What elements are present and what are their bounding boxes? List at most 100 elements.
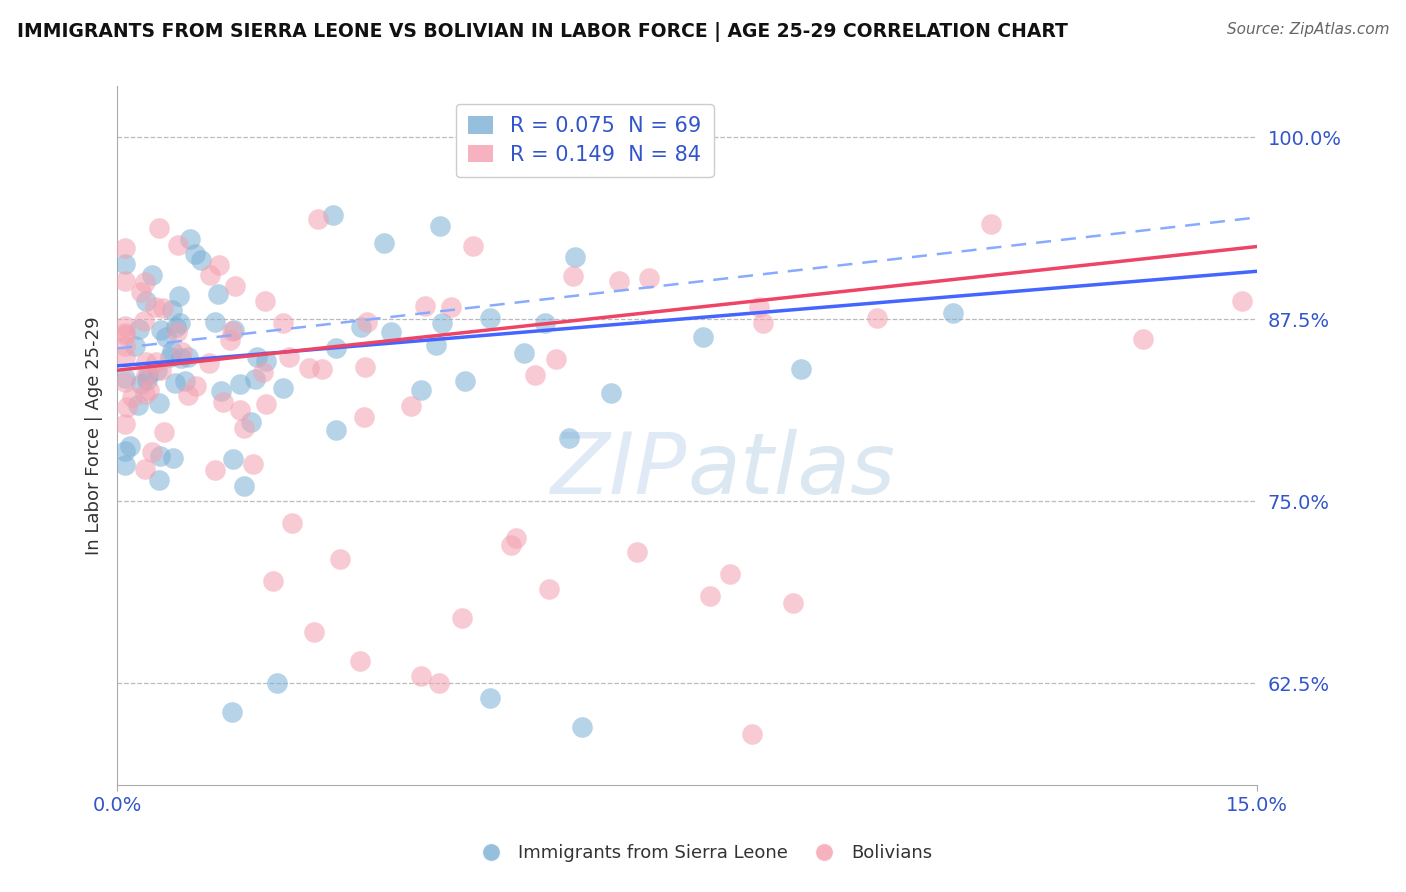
Point xyxy=(204,315,226,329)
Point xyxy=(229,402,252,417)
Point xyxy=(141,445,163,459)
Point xyxy=(325,341,347,355)
Point xyxy=(425,338,447,352)
Point xyxy=(562,268,585,283)
Text: ZIP: ZIP xyxy=(551,429,688,512)
Point xyxy=(117,400,139,414)
Point xyxy=(278,351,301,365)
Point xyxy=(159,350,181,364)
Point xyxy=(160,302,183,317)
Point xyxy=(167,288,190,302)
Y-axis label: In Labor Force | Age 25-29: In Labor Force | Age 25-29 xyxy=(86,317,103,555)
Point xyxy=(942,306,965,320)
Point xyxy=(114,241,136,255)
Point xyxy=(124,339,146,353)
Point xyxy=(427,676,450,690)
Point xyxy=(114,328,136,343)
Point xyxy=(537,582,560,596)
Point xyxy=(166,325,188,339)
Point xyxy=(120,439,142,453)
Point xyxy=(980,217,1002,231)
Point xyxy=(148,220,170,235)
Point xyxy=(281,516,304,530)
Point xyxy=(638,271,661,285)
Point xyxy=(782,596,804,610)
Point xyxy=(322,208,344,222)
Legend: Immigrants from Sierra Leone, Bolivians: Immigrants from Sierra Leone, Bolivians xyxy=(467,838,939,870)
Point xyxy=(505,531,527,545)
Point xyxy=(152,301,174,316)
Point xyxy=(150,363,173,377)
Point xyxy=(271,381,294,395)
Point xyxy=(224,278,246,293)
Point xyxy=(184,379,207,393)
Point xyxy=(353,410,375,425)
Point xyxy=(169,351,191,365)
Point xyxy=(209,384,232,398)
Point xyxy=(141,268,163,282)
Point xyxy=(134,275,156,289)
Point xyxy=(302,625,325,640)
Point xyxy=(232,421,254,435)
Point xyxy=(311,362,333,376)
Point xyxy=(143,300,166,314)
Point xyxy=(114,458,136,472)
Point xyxy=(229,376,252,391)
Text: atlas: atlas xyxy=(688,429,896,512)
Point xyxy=(114,326,136,340)
Point xyxy=(211,395,233,409)
Point xyxy=(114,257,136,271)
Point xyxy=(461,239,484,253)
Point xyxy=(325,423,347,437)
Point xyxy=(350,320,373,334)
Point xyxy=(155,330,177,344)
Point xyxy=(373,235,395,250)
Point xyxy=(451,611,474,625)
Point xyxy=(149,323,172,337)
Point xyxy=(600,385,623,400)
Point xyxy=(411,384,433,398)
Point xyxy=(564,250,586,264)
Point xyxy=(430,316,453,330)
Point xyxy=(129,376,152,391)
Point xyxy=(207,286,229,301)
Point xyxy=(136,368,159,382)
Point xyxy=(127,397,149,411)
Point xyxy=(349,654,371,668)
Point xyxy=(380,325,402,339)
Point xyxy=(866,311,889,326)
Point xyxy=(533,316,555,330)
Point xyxy=(718,567,741,582)
Point xyxy=(266,676,288,690)
Point xyxy=(114,370,136,384)
Point xyxy=(176,388,198,402)
Point xyxy=(114,417,136,431)
Point xyxy=(163,376,186,390)
Point xyxy=(692,330,714,344)
Point xyxy=(478,311,501,326)
Point xyxy=(544,351,567,366)
Point xyxy=(153,425,176,440)
Point xyxy=(741,727,763,741)
Point xyxy=(271,316,294,330)
Point xyxy=(246,351,269,365)
Point xyxy=(253,293,276,308)
Point xyxy=(752,316,775,330)
Point xyxy=(245,372,267,386)
Point xyxy=(499,538,522,552)
Point xyxy=(524,368,547,382)
Point xyxy=(207,258,229,272)
Point xyxy=(135,294,157,309)
Point xyxy=(114,350,136,364)
Point xyxy=(170,344,193,359)
Point xyxy=(204,463,226,477)
Point xyxy=(557,431,579,445)
Point xyxy=(138,384,160,398)
Point xyxy=(298,361,321,376)
Point xyxy=(135,368,157,383)
Point xyxy=(218,333,240,347)
Point xyxy=(224,323,246,337)
Point xyxy=(307,212,329,227)
Point xyxy=(146,363,169,377)
Point xyxy=(254,354,277,368)
